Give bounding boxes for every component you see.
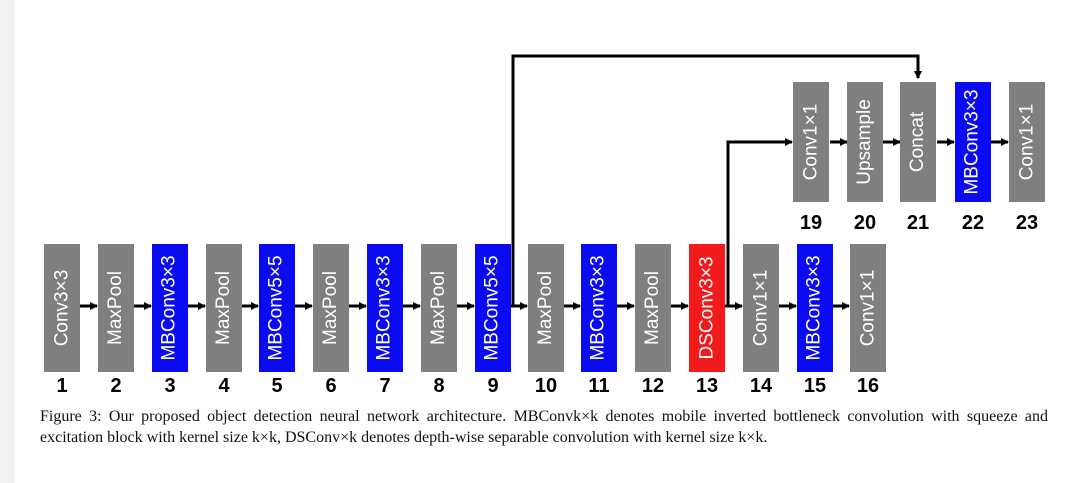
- block-19-conv1x1: Conv1×1: [793, 82, 829, 202]
- block-number: 1: [56, 375, 68, 397]
- block-number: 6: [325, 375, 337, 397]
- block-number: 2: [110, 375, 122, 397]
- block-number: 5: [271, 375, 283, 397]
- block-number: 8: [433, 375, 445, 397]
- block-number: 9: [487, 375, 499, 397]
- block-22-mbconv3x3: MBConv3×3: [955, 82, 991, 202]
- block-21-concat: Concat: [900, 82, 936, 202]
- block-2-label: MaxPool: [105, 271, 127, 345]
- block-3-mbconv3x3: MBConv3×3: [152, 244, 188, 372]
- block-number: 7: [379, 375, 391, 397]
- block-6-label: MaxPool: [320, 271, 342, 345]
- block-1-conv3x3: Conv3×3: [44, 244, 80, 372]
- block-20-label: Upsample: [854, 99, 876, 185]
- block-16-conv1x1: Conv1×1: [850, 244, 886, 372]
- block-21-label: Concat: [907, 111, 929, 173]
- block-11-label: MBConv3×3: [588, 255, 609, 361]
- block-5-mbconv5x5: MBConv5×5: [259, 244, 295, 372]
- block-8-label: MaxPool: [428, 271, 450, 345]
- block-16-label: Conv1×1: [857, 269, 878, 347]
- block-15-mbconv3x3: MBConv3×3: [797, 244, 833, 372]
- block-7-label: MBConv3×3: [374, 255, 395, 361]
- block-number: 11: [588, 375, 610, 397]
- block-number: 13: [695, 375, 719, 397]
- block-13-dsconv3x3: DSConv3×3: [689, 244, 725, 372]
- block-number: 15: [803, 375, 827, 397]
- skip-arrow-9-to-21: [511, 54, 922, 306]
- block-8-maxpool: MaxPool: [421, 244, 457, 372]
- block-23-conv1x1: Conv1×1: [1009, 82, 1045, 202]
- block-number: 20: [853, 212, 877, 234]
- block-19-label: Conv1×1: [800, 103, 821, 181]
- block-10-maxpool: MaxPool: [528, 244, 564, 372]
- block-number: 4: [218, 375, 230, 397]
- block-4-maxpool: MaxPool: [206, 244, 242, 372]
- block-20-upsample: Upsample: [847, 82, 883, 202]
- block-2-maxpool: MaxPool: [98, 244, 134, 372]
- block-number: 16: [856, 375, 880, 397]
- block-13-label: DSConv3×3: [696, 256, 718, 360]
- block-14-label: Conv1×1: [750, 269, 771, 347]
- block-7-mbconv3x3: MBConv3×3: [367, 244, 403, 372]
- branch-arrow-13-to-19: [726, 138, 793, 306]
- block-5-label: MBConv5×5: [266, 255, 287, 361]
- block-number: 23: [1015, 212, 1039, 234]
- block-number: 10: [534, 375, 558, 397]
- block-11-mbconv3x3: MBConv3×3: [581, 244, 617, 372]
- block-15-label: MBConv3×3: [804, 255, 825, 361]
- block-number: 3: [164, 375, 176, 397]
- block-number: 12: [641, 375, 665, 397]
- figure-caption: Figure 3: Our proposed object detection …: [40, 408, 1048, 446]
- block-23-label: Conv1×1: [1016, 103, 1037, 181]
- block-number: 22: [961, 212, 985, 234]
- block-3-label: MBConv3×3: [159, 255, 180, 361]
- block-9-label: MBConv5×5: [482, 255, 503, 361]
- block-number: 14: [749, 375, 773, 397]
- block-14-conv1x1: Conv1×1: [743, 244, 779, 372]
- block-9-mbconv5x5: MBConv5×5: [475, 244, 511, 372]
- block-number: 19: [799, 212, 823, 234]
- block-10-label: MaxPool: [535, 271, 557, 345]
- page-margin-strip: [0, 0, 14, 483]
- block-12-maxpool: MaxPool: [635, 244, 671, 372]
- block-4-label: MaxPool: [213, 271, 235, 345]
- block-1-label: Conv3×3: [51, 269, 72, 347]
- block-6-maxpool: MaxPool: [313, 244, 349, 372]
- block-number: 21: [906, 212, 930, 234]
- block-22-label: MBConv3×3: [962, 89, 983, 195]
- block-12-label: MaxPool: [642, 271, 664, 345]
